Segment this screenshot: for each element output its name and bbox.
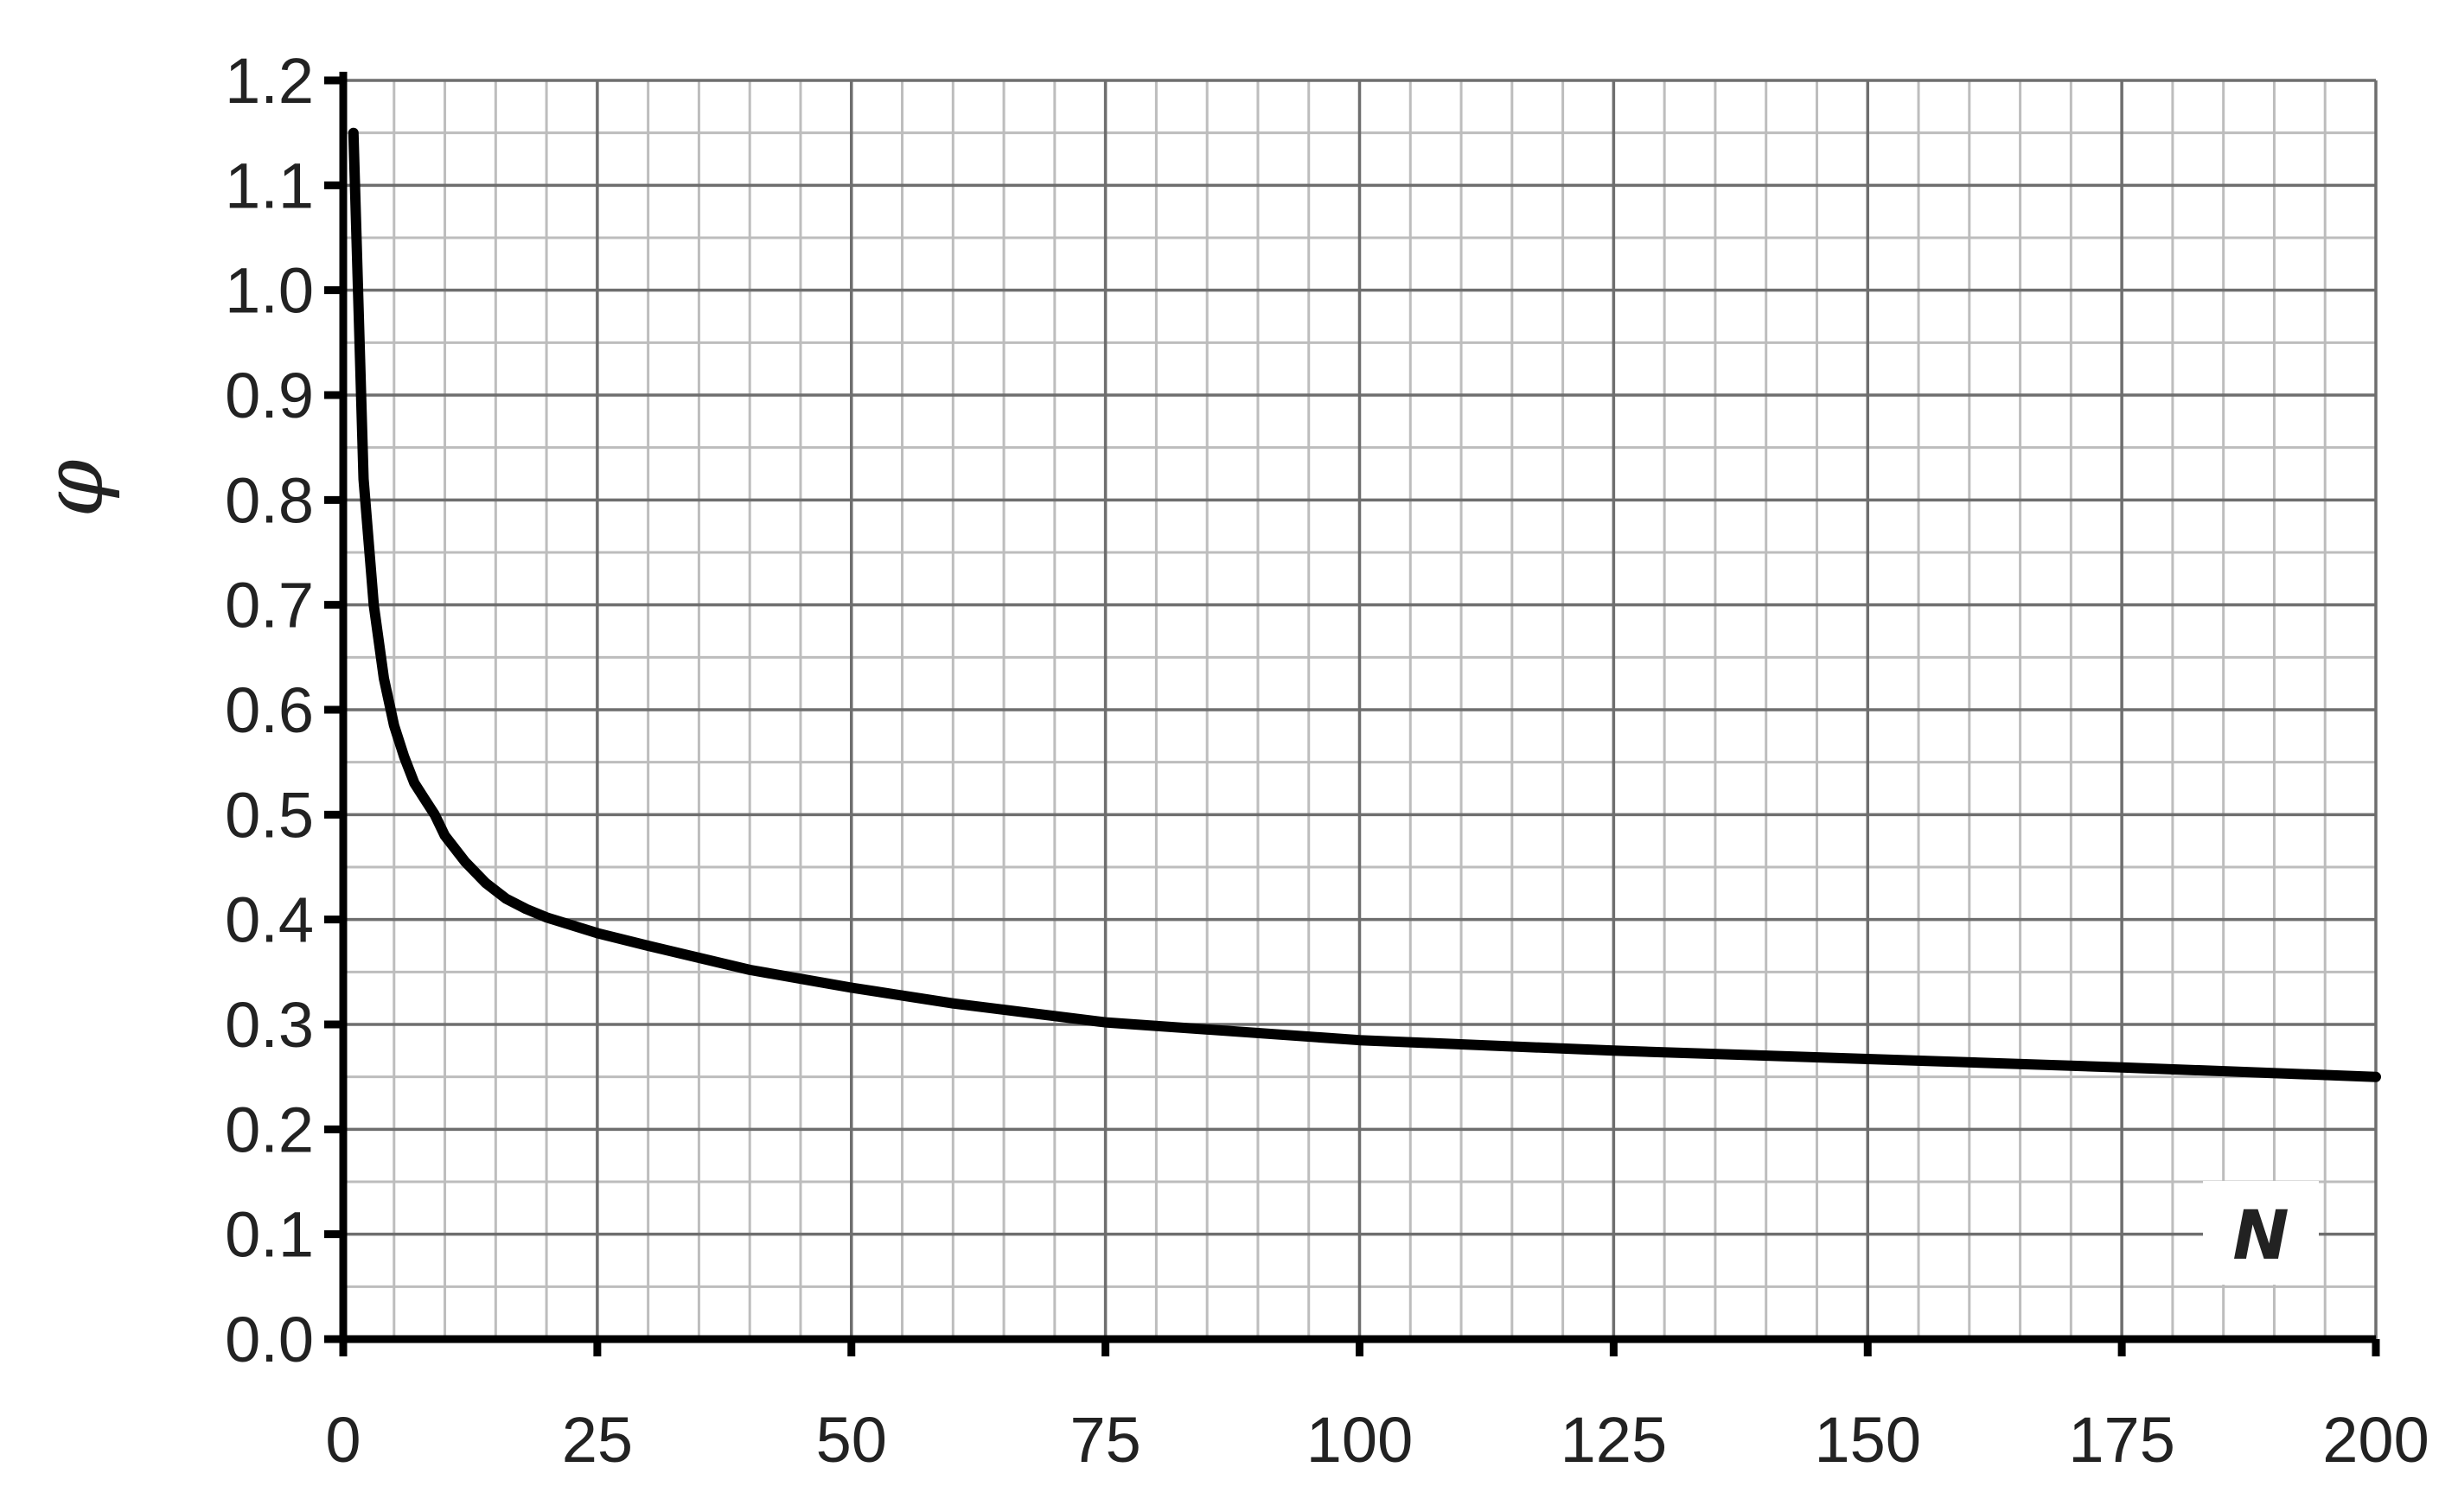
x-tick-label: 0 — [325, 1404, 361, 1476]
y-tick-label: 0.0 — [225, 1304, 314, 1375]
x-tick-label: 50 — [816, 1404, 887, 1476]
y-tick-label: 0.2 — [225, 1094, 314, 1165]
x-axis-title: N — [2232, 1197, 2289, 1275]
y-tick-label: 0.1 — [225, 1199, 314, 1271]
series-line-0 — [348, 127, 2381, 1082]
y-tick-label: 1.0 — [225, 255, 314, 327]
y-axis-title: φ — [25, 459, 122, 517]
x-tick-label: 200 — [2322, 1404, 2429, 1476]
y-tick-label: 1.1 — [225, 150, 314, 221]
series-layer — [348, 127, 2381, 1082]
y-tick-label: 0.6 — [225, 674, 314, 746]
x-tick-label: 150 — [1815, 1404, 1921, 1476]
y-tick-label: 0.3 — [225, 989, 314, 1061]
y-tick-label: 0.8 — [225, 464, 314, 536]
y-tick-labels: 0.0 0.1 0.2 0.3 0.4 0.5 0.6 0.7 0.8 0.9 1.0 1.1 1.2 — [225, 45, 314, 1375]
x-axis-title-group: N — [2203, 1181, 2319, 1285]
x-tick-labels: 0 25 50 75 100 125 150 175 200 — [325, 1404, 2429, 1476]
x-tick-label: 75 — [1069, 1404, 1140, 1476]
x-axis-title-background — [2203, 1181, 2319, 1285]
x-tick-label: 25 — [562, 1404, 633, 1476]
y-tick-label: 0.4 — [225, 884, 314, 956]
y-tick-label: 0.5 — [225, 779, 314, 851]
x-tick-label: 100 — [1306, 1404, 1413, 1476]
y-tick-label: 0.7 — [225, 570, 314, 641]
y-tick-label: 0.9 — [225, 360, 314, 431]
x-tick-label: 125 — [1561, 1404, 1667, 1476]
x-tick-label: 175 — [2068, 1404, 2174, 1476]
y-tick-label: 1.2 — [225, 45, 314, 117]
axes — [324, 72, 2380, 1356]
major-grid — [343, 79, 2378, 1339]
